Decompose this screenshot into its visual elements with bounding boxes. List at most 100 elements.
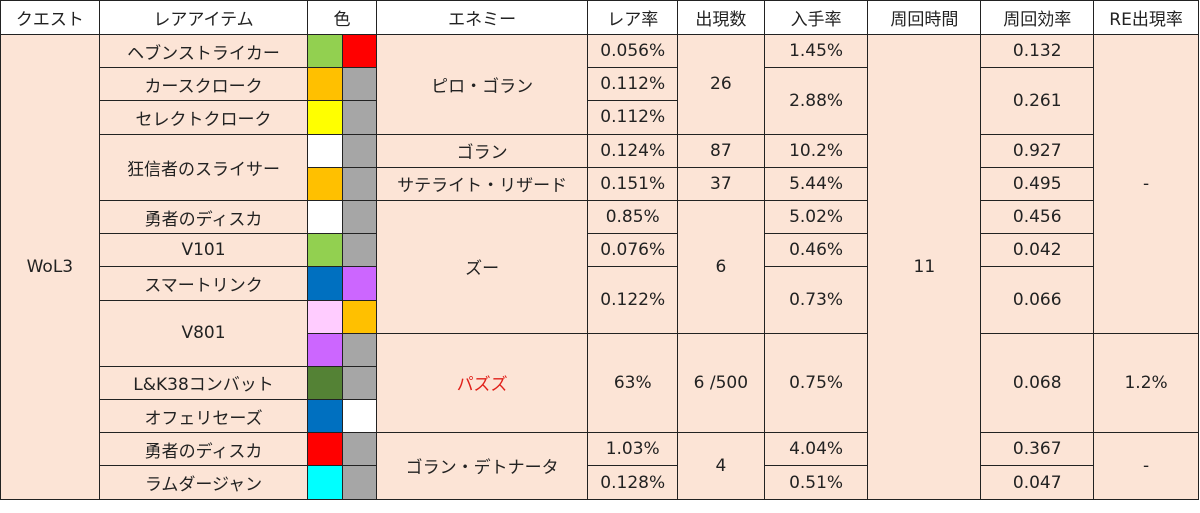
- color-swatch: [341, 266, 377, 301]
- item-name: 狂信者のスライサー: [98, 133, 309, 201]
- item-name: スマートリンク: [98, 266, 309, 301]
- item-name: L&K38コンバット: [98, 365, 309, 401]
- color-swatch: [341, 67, 377, 102]
- header-color: 色: [307, 0, 377, 35]
- spawn-count-cell: 4: [677, 432, 765, 500]
- color-swatch: [341, 199, 377, 235]
- table-row: ラムダージャン 0.128% 0.51% 0.047: [1, 465, 1199, 500]
- header-obtain-rate: 入手率: [763, 0, 869, 35]
- table-row: V101 0.076% 0.46% 0.042: [1, 233, 1199, 268]
- color-swatch: [341, 465, 377, 500]
- table-row: スマートリンク 0.122% 0.73% 0.066: [1, 266, 1199, 334]
- color-swatch: [307, 266, 343, 301]
- table-row: 勇者のディスカ ゴラン・デトナータ 1.03% 4 4.04% 0.367 -: [1, 432, 1199, 500]
- rare-rate-cell: 63%: [587, 332, 679, 434]
- color-swatch: [341, 399, 377, 434]
- item-name: セレクトクローク: [98, 100, 309, 135]
- spawn-count-cell: 26: [677, 34, 765, 135]
- rare-rate-cell: 0.128%: [587, 465, 679, 500]
- table-row: パズズ 63% 6 /500 0.75% 0.068 1.2%: [1, 332, 1199, 434]
- rare-rate-cell: 0.056%: [587, 33, 679, 69]
- obtain-rate-cell: 10.2%: [763, 133, 869, 168]
- efficiency-cell: 0.261: [980, 67, 1095, 135]
- color-swatch: [341, 432, 377, 467]
- color-swatch: [341, 233, 377, 268]
- rare-rate-cell: 0.85%: [587, 199, 679, 235]
- color-swatch: [307, 233, 343, 268]
- item-name: V101: [98, 233, 309, 268]
- spawn-count-cell: 37: [677, 166, 765, 201]
- efficiency-cell: 0.495: [980, 166, 1095, 201]
- color-swatch: [307, 67, 343, 102]
- color-swatch: [307, 332, 343, 367]
- efficiency-cell: 0.066: [980, 266, 1095, 334]
- item-name: カースクローク: [98, 67, 309, 102]
- item-name: 勇者のディスカ: [98, 432, 309, 467]
- obtain-rate-cell: 0.75%: [763, 332, 869, 434]
- color-swatch: [307, 299, 343, 334]
- table-row: セレクトクローク 0.112%: [1, 100, 1199, 135]
- quest-cell: WoL3: [0, 34, 100, 500]
- table-row: オフェリセーズ: [1, 399, 1199, 434]
- color-swatch: [307, 100, 343, 135]
- rare-rate-cell: 0.124%: [587, 133, 679, 168]
- efficiency-cell: 0.047: [980, 465, 1095, 500]
- table-row: 勇者のディスカ ズー 0.85% 6 5.02% 0.456: [1, 199, 1199, 334]
- re-rate-cell: -: [1093, 34, 1199, 334]
- rare-rate-cell: 0.112%: [587, 67, 679, 102]
- color-swatch: [341, 166, 377, 201]
- obtain-rate-cell: 5.44%: [763, 166, 869, 201]
- efficiency-cell: 0.132: [980, 33, 1095, 69]
- rare-item-table: クエスト レアアイテム 色 エネミー レア率 出現数 入手率 周回時間 周回効率…: [0, 0, 1199, 500]
- efficiency-cell: 0.367: [980, 432, 1095, 467]
- spawn-count-cell: 6: [677, 199, 765, 334]
- cycle-time-cell: 11: [867, 34, 982, 500]
- color-swatch: [307, 432, 343, 467]
- header-row: クエスト レアアイテム 色 エネミー レア率 出現数 入手率 周回時間 周回効率…: [0, 0, 1199, 35]
- color-swatch: [307, 166, 343, 201]
- header-spawn-count: 出現数: [677, 0, 765, 35]
- table-row: 狂信者のスライサー ゴラン 0.124% 87 10.2% 0.927: [1, 133, 1199, 201]
- obtain-rate-cell: 0.51%: [763, 465, 869, 500]
- obtain-rate-cell: 0.46%: [763, 233, 869, 268]
- table-row: V801: [1, 299, 1199, 367]
- header-rare-item: レアアイテム: [98, 0, 309, 35]
- header-cycle-time: 周回時間: [867, 0, 982, 35]
- obtain-rate-cell: 0.73%: [763, 266, 869, 334]
- color-swatch: [341, 133, 377, 168]
- color-swatch: [341, 100, 377, 135]
- color-swatch: [307, 365, 343, 401]
- enemy-cell: ゴラン: [375, 133, 589, 168]
- rare-rate-cell: 0.112%: [587, 100, 679, 135]
- color-swatch: [307, 33, 343, 69]
- efficiency-cell: 0.927: [980, 133, 1095, 168]
- header-enemy: エネミー: [375, 0, 589, 35]
- efficiency-cell: 0.068: [980, 332, 1095, 434]
- enemy-cell: ピロ・ゴラン: [375, 34, 589, 135]
- color-swatch: [341, 332, 377, 367]
- color-swatch: [307, 199, 343, 235]
- efficiency-cell: 0.042: [980, 233, 1095, 268]
- rare-rate-cell: 0.076%: [587, 233, 679, 268]
- enemy-cell: ズー: [375, 199, 589, 334]
- color-swatch: [307, 133, 343, 168]
- enemy-cell: ゴラン・デトナータ: [375, 432, 589, 500]
- color-swatch: [341, 33, 377, 69]
- obtain-rate-cell: 5.02%: [763, 199, 869, 235]
- re-rate-cell: 1.2%: [1093, 332, 1199, 434]
- color-swatch: [341, 365, 377, 401]
- color-swatch: [307, 399, 343, 434]
- color-swatch: [341, 299, 377, 334]
- item-name: ヘブンストライカー: [98, 33, 309, 69]
- item-name: ラムダージャン: [98, 465, 309, 500]
- rare-rate-cell: 0.122%: [587, 266, 679, 334]
- item-name: 勇者のディスカ: [98, 199, 309, 235]
- rare-rate-cell: 1.03%: [587, 432, 679, 467]
- obtain-rate-cell: 1.45%: [763, 33, 869, 69]
- item-name: オフェリセーズ: [98, 399, 309, 434]
- header-efficiency: 周回効率: [980, 0, 1095, 35]
- obtain-rate-cell: 4.04%: [763, 432, 869, 467]
- header-quest: クエスト: [0, 0, 100, 35]
- spawn-count-cell: 87: [677, 133, 765, 168]
- table-row: WoL3 ヘブンストライカー ピロ・ゴラン 0.056% 26 1.45% 11…: [0, 33, 1199, 500]
